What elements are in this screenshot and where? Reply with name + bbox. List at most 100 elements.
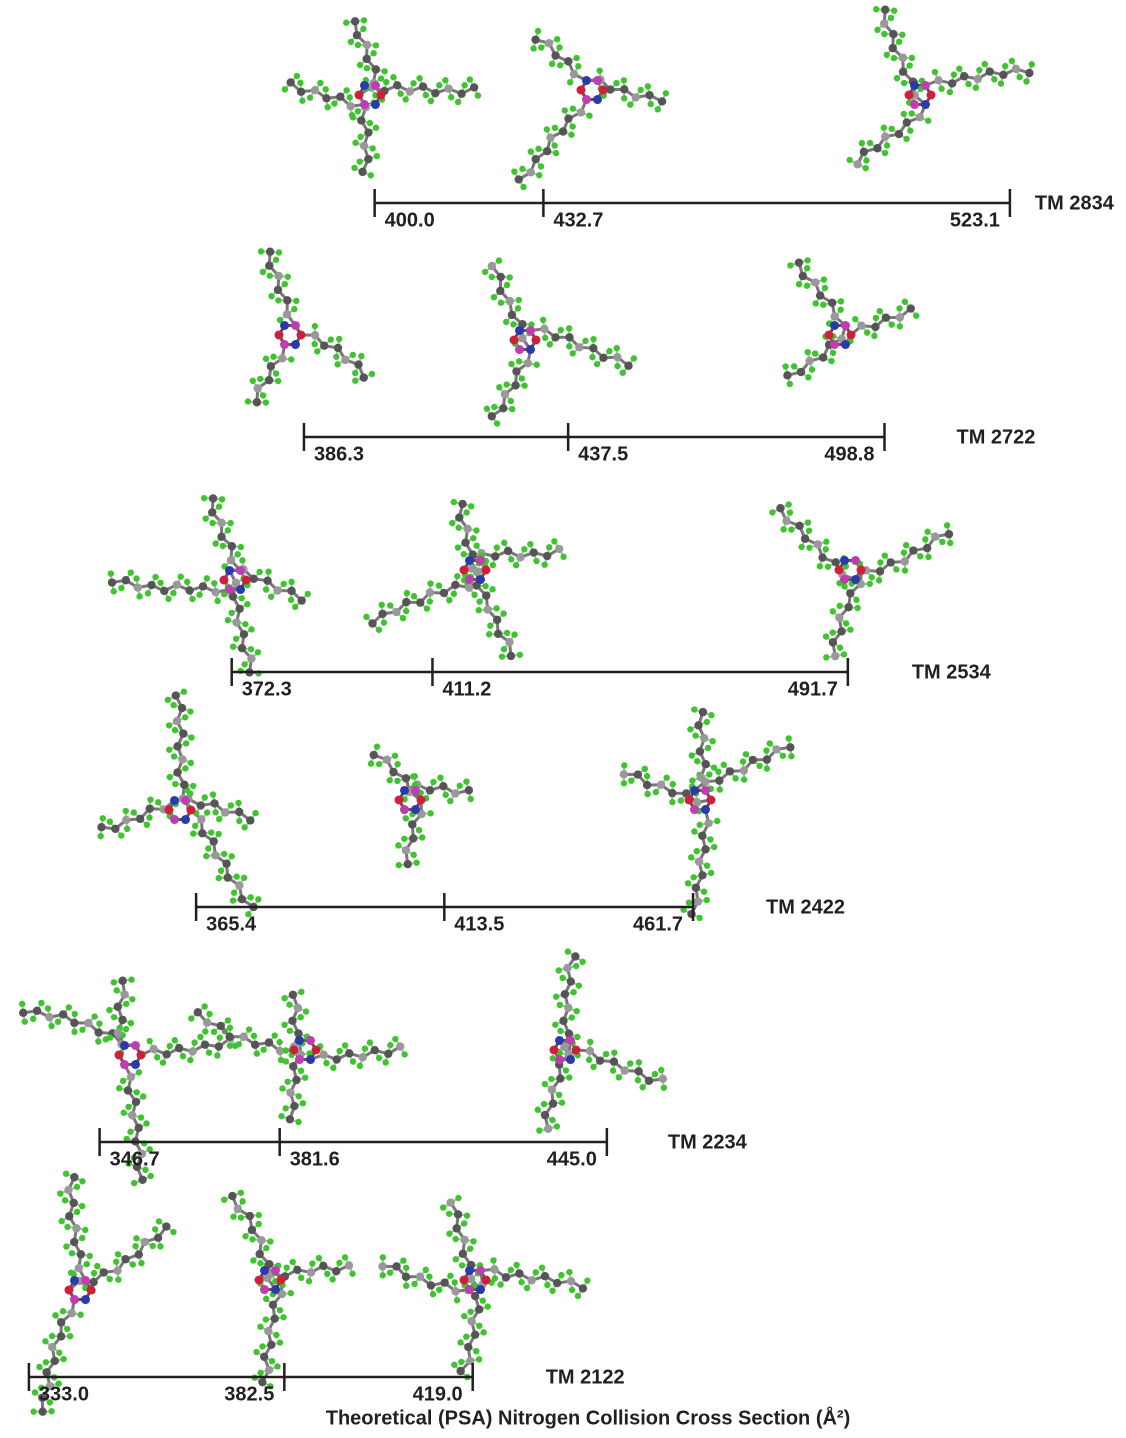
hydrogen-atom [805,519,811,525]
hydrogen-atom [956,65,962,71]
hydrogen-atom [535,146,541,152]
core-atom [482,1276,491,1285]
hydrogen-atom [275,297,281,303]
hydrogen-atom [569,350,575,356]
atoms [221,1190,356,1390]
hydrogen-atom [877,308,883,314]
hydrogen-atom [1023,78,1029,84]
carbon-atom [246,1212,254,1220]
bonds [371,747,471,865]
hydrogen-atom [189,596,195,602]
carbon-atom [127,1073,135,1081]
carbon-atom [452,1224,460,1232]
hydrogen-atom [255,649,261,655]
hydrogen-atom [535,1107,541,1113]
hydrogen-atom [446,1231,452,1237]
carbon-atom [180,781,188,789]
carbon-atom [124,1086,132,1094]
carbon-atom [224,873,232,881]
core-atom [120,1041,129,1050]
hydrogen-atom [66,1004,72,1010]
carbon-atom [136,815,144,823]
molecule [188,989,408,1126]
hydrogen-atom [902,299,908,305]
carbon-atom [273,586,281,594]
carbon-atom [297,88,305,96]
carbon-atom [33,1007,41,1015]
carbon-atom [455,513,463,521]
hydrogen-atom [557,1028,563,1034]
carbon-atom [635,1067,643,1075]
hydrogen-atom [869,574,875,580]
hydrogen-atom [157,1243,163,1249]
carbon-atom [162,1222,170,1230]
hydrogen-atom [236,818,242,824]
carbon-atom [48,1343,56,1351]
hydrogen-atom [557,62,563,68]
carbon-atom [610,1057,618,1065]
hydrogen-atom [107,1034,113,1040]
core-atom [841,321,850,330]
hydrogen-atom [355,108,361,114]
hydrogen-atom [123,1001,129,1007]
carbon-atom [546,133,554,141]
carbon-atom [645,1077,653,1085]
core-atom [411,786,420,795]
core-atom [910,81,919,90]
core-atom [400,805,409,814]
hydrogen-atom [403,1283,409,1289]
carbon-atom [482,591,490,599]
core-atom [225,566,234,575]
carbon-atom [289,1062,297,1070]
hydrogen-atom [621,95,627,101]
hydrogen-atom [822,285,828,291]
hydrogen-atom [181,689,187,695]
hydrogen-atom [468,503,474,509]
core-atom [851,575,860,584]
carbon-atom [293,1266,301,1274]
carbon-atom [286,1115,294,1123]
carbon-atom [334,344,342,352]
carbon-atom [51,1357,59,1365]
hydrogen-atom [302,1074,308,1080]
core-atom [395,796,404,805]
core-atom [465,575,474,584]
carbon-atom [814,540,822,548]
carbon-atom [516,553,524,561]
core-atom [825,331,834,340]
core-atom [170,815,179,824]
carbon-atom [118,977,126,985]
hydrogen-atom [556,1092,562,1098]
carbon-atom [250,575,258,583]
hydrogen-atom [823,633,829,639]
hydrogen-atom [455,544,461,550]
hydrogen-atom [352,370,358,376]
hydrogen-atom [221,851,227,857]
hydrogen-atom [628,777,634,783]
carbon-atom [402,846,410,854]
carbon-atom [694,721,702,729]
bonds [224,1193,352,1387]
hydrogen-atom [546,544,552,550]
hydrogen-atom [166,722,172,728]
carbon-atom [726,767,734,775]
hydrogen-atom [257,1260,263,1266]
hydrogen-atom [267,1238,273,1244]
hydrogen-atom [45,1005,51,1011]
hydrogen-atom [688,854,694,860]
hydrogen-atom [368,760,374,766]
hydrogen-atom [804,257,810,263]
hydrogen-atom [909,110,915,116]
carbon-atom [881,6,889,14]
carbon-atom [527,168,535,176]
hydrogen-atom [519,375,525,381]
carbon-atom [222,859,230,867]
hydrogen-atom [67,1333,73,1339]
carbon-atom [698,871,706,879]
hydrogen-atom [566,1074,572,1080]
hydrogen-atom [510,321,516,327]
hydrogen-atom [182,765,188,771]
hydrogen-atom [411,852,417,858]
hydrogen-atom [798,544,804,550]
carbon-atom [360,142,368,150]
